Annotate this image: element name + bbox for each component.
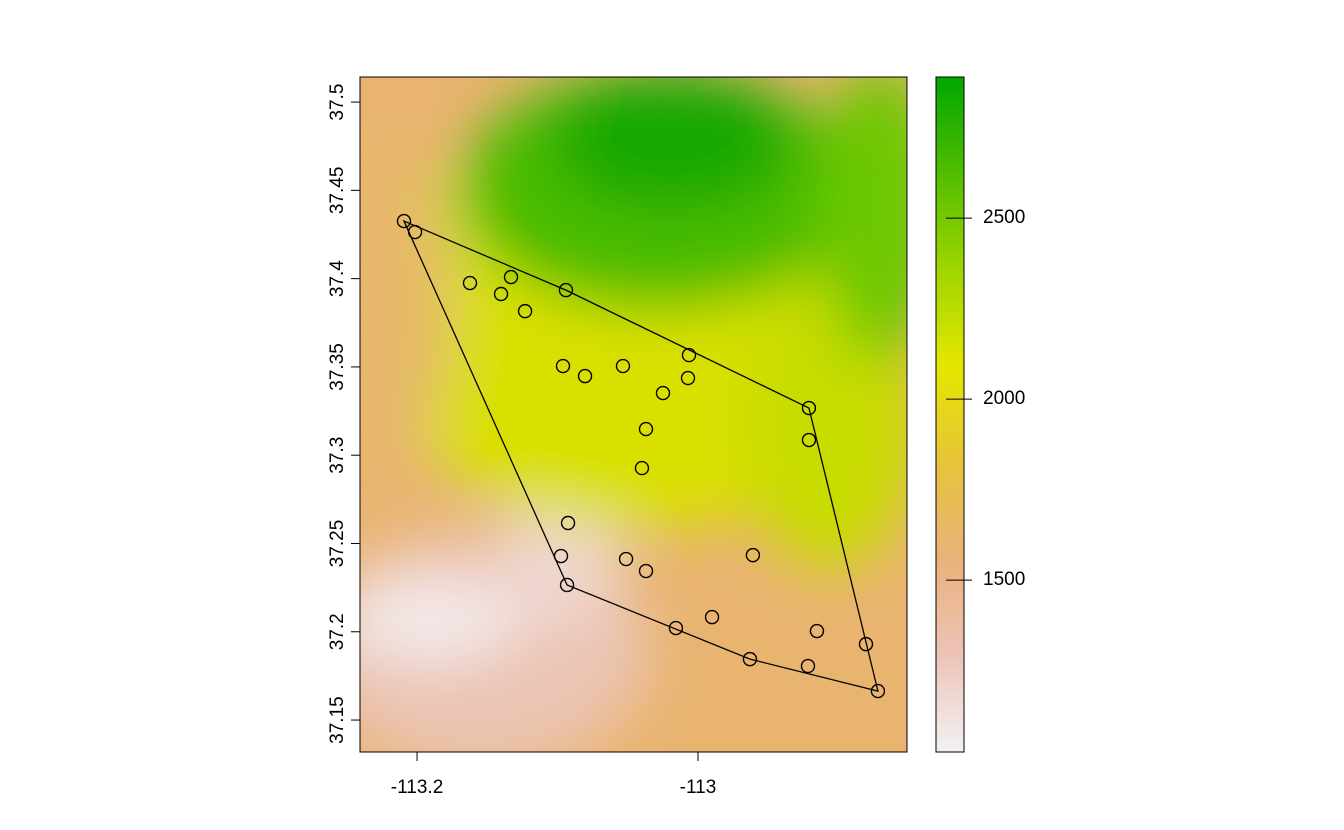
point bbox=[517, 303, 533, 319]
point bbox=[745, 547, 761, 563]
y-tick-label: 37.35 bbox=[327, 343, 348, 391]
point bbox=[638, 421, 654, 437]
point bbox=[503, 269, 519, 285]
point bbox=[553, 548, 569, 564]
point bbox=[558, 282, 574, 298]
y-tick-label: 37.4 bbox=[327, 260, 348, 297]
point bbox=[634, 460, 650, 476]
point bbox=[704, 609, 720, 625]
colorbar-tick-label: 2500 bbox=[983, 207, 1025, 228]
y-tick-label: 37.25 bbox=[327, 520, 348, 568]
plot-frame bbox=[359, 76, 908, 753]
y-tick-label: 37.5 bbox=[327, 84, 348, 121]
point bbox=[809, 623, 825, 639]
point bbox=[638, 563, 654, 579]
x-tick-label: -113.2 bbox=[391, 777, 443, 798]
colorbar bbox=[935, 76, 965, 753]
point bbox=[615, 358, 631, 374]
point bbox=[407, 224, 423, 240]
point bbox=[560, 515, 576, 531]
point bbox=[742, 651, 758, 667]
point bbox=[858, 636, 874, 652]
point bbox=[396, 213, 412, 229]
colorbar-tick-label: 1500 bbox=[983, 569, 1025, 590]
point bbox=[462, 275, 478, 291]
y-tick-label: 37.15 bbox=[327, 696, 348, 744]
point bbox=[801, 400, 817, 416]
point bbox=[555, 358, 571, 374]
point bbox=[559, 577, 575, 593]
x-tick-label: -113 bbox=[680, 777, 717, 798]
colorbar-tick-label: 2000 bbox=[983, 388, 1025, 409]
point bbox=[668, 620, 684, 636]
point bbox=[680, 370, 696, 386]
point bbox=[681, 347, 697, 363]
point bbox=[800, 658, 816, 674]
elevation-raster bbox=[360, 77, 907, 752]
point bbox=[618, 551, 634, 567]
point bbox=[655, 385, 671, 401]
y-tick-label: 37.2 bbox=[327, 613, 348, 650]
point bbox=[801, 432, 817, 448]
point bbox=[870, 683, 886, 699]
point bbox=[493, 286, 509, 302]
point bbox=[577, 368, 593, 384]
y-tick-label: 37.3 bbox=[327, 437, 348, 474]
convex-hull bbox=[402, 219, 879, 692]
y-tick-label: 37.45 bbox=[327, 167, 348, 215]
